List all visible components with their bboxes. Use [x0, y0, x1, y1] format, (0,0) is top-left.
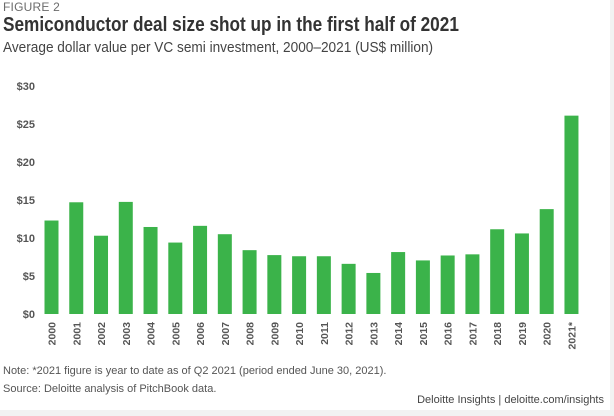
y-tick-label: $10 — [17, 233, 35, 245]
bar-2020 — [539, 209, 554, 314]
bar-2015 — [415, 260, 430, 314]
x-tick-label: 2017 — [467, 322, 479, 346]
x-tick-label: 2012 — [344, 322, 356, 346]
figure-panel: FIGURE 2 Semiconductor deal size shot up… — [0, 0, 610, 410]
credit-text: Deloitte Insights | deloitte.com/insight… — [417, 394, 604, 406]
x-tick-label: 2016 — [443, 322, 455, 346]
x-tick-label: 2008 — [245, 322, 257, 346]
y-tick-label: $0 — [23, 309, 35, 321]
bar-2001 — [69, 202, 84, 314]
bar-2010 — [292, 256, 307, 314]
y-axis: $0 $5 $10 $15 $20 $25 $30 — [17, 81, 35, 321]
bar-2011 — [316, 256, 331, 314]
bar-2009 — [267, 255, 282, 314]
bar-2017 — [465, 254, 480, 314]
y-tick-label: $25 — [17, 119, 35, 131]
x-tick-label: 2003 — [121, 322, 133, 346]
x-tick-label: 2015 — [418, 322, 430, 346]
x-tick-label: 2004 — [146, 322, 158, 346]
bar-2003 — [118, 201, 133, 314]
bar-2007 — [217, 234, 232, 314]
bar-2002 — [94, 235, 109, 314]
x-tick-label: 2020 — [542, 322, 554, 346]
x-tick-label: 2001 — [71, 322, 83, 346]
x-tick-label: 2019 — [517, 322, 529, 346]
chart-subtitle: Average dollar value per VC semi investm… — [3, 40, 434, 56]
bar-2006 — [193, 225, 208, 314]
source-text: Source: Deloitte analysis of PitchBook d… — [3, 383, 217, 395]
bar-2008 — [242, 250, 257, 314]
bar-2016 — [440, 255, 455, 314]
bar-2013 — [366, 272, 381, 314]
note-text: Note: *2021 figure is year to date as of… — [3, 365, 387, 377]
x-tick-label: 2005 — [170, 322, 182, 346]
bar-2005 — [168, 242, 183, 314]
bar-2000 — [44, 220, 59, 314]
x-tick-label: 2021* — [566, 321, 578, 349]
x-tick-label: 2011 — [319, 322, 331, 345]
bar-chart: $0 $5 $10 $15 $20 $25 $30 2000 2001 2002 2003 2004… — [17, 81, 579, 349]
bar-2021 — [564, 115, 579, 314]
bars — [44, 115, 579, 314]
y-tick-label: $5 — [23, 271, 35, 283]
x-tick-label: 2007 — [220, 322, 232, 346]
chart-notes: Note: *2021 figure is year to date as of… — [3, 362, 386, 398]
x-tick-label: 2006 — [195, 322, 207, 346]
bar-2019 — [514, 233, 529, 314]
x-tick-label: 2000 — [47, 322, 59, 346]
x-tick-label: 2010 — [294, 322, 306, 346]
chart-title: Semiconductor deal size shot up in the f… — [3, 14, 459, 36]
bar-2004 — [143, 226, 158, 314]
bar-2018 — [490, 229, 505, 314]
y-tick-label: $15 — [17, 195, 35, 207]
y-tick-label: $30 — [17, 81, 35, 93]
x-axis: 2000 2001 2002 2003 2004 2005 2006 2007 2008 2009… — [47, 321, 579, 349]
y-tick-label: $20 — [17, 157, 35, 169]
x-tick-label: 2013 — [368, 322, 380, 346]
figure-label: FIGURE 2 — [3, 0, 60, 14]
x-tick-label: 2002 — [96, 322, 108, 346]
bar-2014 — [391, 252, 406, 314]
x-tick-label: 2014 — [393, 322, 405, 346]
bar-2012 — [341, 263, 356, 314]
x-tick-label: 2018 — [492, 322, 504, 346]
x-tick-label: 2009 — [269, 322, 281, 346]
